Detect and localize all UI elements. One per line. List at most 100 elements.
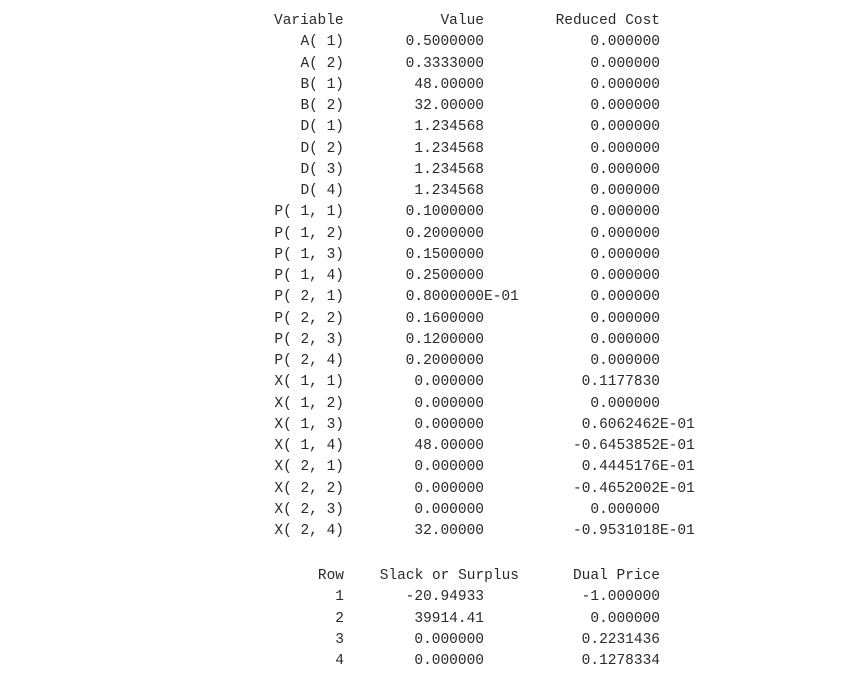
variable-value: 0.000000 <box>414 480 484 497</box>
table-row: X( 2, 4) 32.00000 -0.9531018E-01 <box>0 521 850 542</box>
table-row: 3 0.000000 0.2231436 <box>0 630 850 651</box>
variable-value: 0.1600000 <box>405 310 484 327</box>
table-row: A( 1) 0.5000000 0.000000 <box>0 32 850 53</box>
table-row: D( 1) 1.234568 0.000000 <box>0 117 850 138</box>
variable-name: A( 2) <box>300 55 344 72</box>
variable-name: P( 1, 2) <box>274 225 344 242</box>
variable-name: B( 2) <box>300 98 344 115</box>
variable-value: 0.1500000 <box>405 246 484 263</box>
reduced-cost: 0.000000 <box>590 119 660 136</box>
variable-value: 0.8000000E-01 <box>405 289 519 306</box>
reduced-cost: 0.6062462E-01 <box>581 416 695 433</box>
table-row: P( 1, 2) 0.2000000 0.000000 <box>0 224 850 245</box>
variable-name: X( 1, 1) <box>274 374 344 391</box>
table-row: X( 2, 3) 0.000000 0.000000 <box>0 500 850 521</box>
slack-value: 39914.41 <box>414 610 484 627</box>
variable-header: Variable <box>274 13 344 29</box>
variable-value: 0.1200000 <box>405 331 484 348</box>
reduced-cost: 0.000000 <box>590 55 660 72</box>
reduced-cost: 0.000000 <box>590 331 660 348</box>
variable-name: D( 4) <box>300 183 344 200</box>
slack-value: -20.94933 <box>405 589 484 606</box>
row-header: Row <box>317 568 344 584</box>
reduced-cost: 0.000000 <box>590 395 660 412</box>
table-row: X( 1, 1) 0.000000 0.1177830 <box>0 372 850 393</box>
reduced-cost: -0.9531018E-01 <box>573 523 695 540</box>
variable-name: P( 2, 4) <box>274 353 344 370</box>
rows-header: Row Slack or Surplus Dual Price <box>0 566 850 587</box>
dual-price: -1.000000 <box>581 589 660 606</box>
table-row: B( 2) 32.00000 0.000000 <box>0 96 850 117</box>
variable-name: X( 1, 2) <box>274 395 344 412</box>
dual-price: 0.2231436 <box>581 631 660 648</box>
reduced-cost: 0.000000 <box>590 34 660 51</box>
slack-value: 0.000000 <box>414 653 484 670</box>
table-row: 4 0.000000 0.1278334 <box>0 651 850 672</box>
variable-name: P( 1, 4) <box>274 268 344 285</box>
variable-value: 1.234568 <box>414 183 484 200</box>
table-row: 1 -20.94933 -1.000000 <box>0 587 850 608</box>
reduced-cost: 0.000000 <box>590 161 660 178</box>
table-row: P( 1, 1) 0.1000000 0.000000 <box>0 202 850 223</box>
variable-name: P( 2, 3) <box>274 331 344 348</box>
reduced-cost: 0.000000 <box>590 204 660 221</box>
variable-value: 0.2000000 <box>405 225 484 242</box>
table-row: P( 2, 4) 0.2000000 0.000000 <box>0 351 850 372</box>
reduced-cost: 0.4445176E-01 <box>581 459 695 476</box>
dual-price: 0.000000 <box>590 610 660 627</box>
reduced-cost: -0.4652002E-01 <box>573 480 695 497</box>
variable-name: X( 1, 4) <box>274 438 344 455</box>
reduced-cost: 0.000000 <box>590 225 660 242</box>
variable-value: 0.2500000 <box>405 268 484 285</box>
variable-name: D( 3) <box>300 161 344 178</box>
table-row: X( 1, 2) 0.000000 0.000000 <box>0 394 850 415</box>
variable-value: 32.00000 <box>414 98 484 115</box>
variable-value: 1.234568 <box>414 140 484 157</box>
value-header: Value <box>440 13 484 29</box>
reduced-cost: -0.6453852E-01 <box>573 438 695 455</box>
variable-name: P( 2, 2) <box>274 310 344 327</box>
reduced-cost: 0.000000 <box>590 289 660 306</box>
table-row: X( 2, 2) 0.000000 -0.4652002E-01 <box>0 479 850 500</box>
row-number: 1 <box>335 589 344 606</box>
table-row: X( 2, 1) 0.000000 0.4445176E-01 <box>0 457 850 478</box>
table-row: P( 2, 3) 0.1200000 0.000000 <box>0 330 850 351</box>
table-row: B( 1) 48.00000 0.000000 <box>0 75 850 96</box>
reduced-cost: 0.000000 <box>590 76 660 93</box>
variable-value: 48.00000 <box>414 76 484 93</box>
variable-name: P( 1, 3) <box>274 246 344 263</box>
row-number: 3 <box>335 631 344 648</box>
slack-header: Slack or Surplus <box>379 568 519 584</box>
reduced-cost: 0.000000 <box>590 183 660 200</box>
variable-value: 0.000000 <box>414 374 484 391</box>
variable-name: P( 2, 1) <box>274 289 344 306</box>
variable-name: D( 2) <box>300 140 344 157</box>
table-row: X( 1, 3) 0.000000 0.6062462E-01 <box>0 415 850 436</box>
reduced-cost: 0.000000 <box>590 501 660 518</box>
variable-name: X( 2, 1) <box>274 459 344 476</box>
variable-value: 0.1000000 <box>405 204 484 221</box>
table-row: D( 3) 1.234568 0.000000 <box>0 160 850 181</box>
row-number: 2 <box>335 610 344 627</box>
variable-name: B( 1) <box>300 76 344 93</box>
variable-value: 1.234568 <box>414 161 484 178</box>
variable-name: X( 2, 4) <box>274 523 344 540</box>
variable-name: P( 1, 1) <box>274 204 344 221</box>
table-row: D( 2) 1.234568 0.000000 <box>0 139 850 160</box>
variable-value: 0.000000 <box>414 459 484 476</box>
variable-name: D( 1) <box>300 119 344 136</box>
table-row: P( 2, 2) 0.1600000 0.000000 <box>0 309 850 330</box>
variable-name: X( 1, 3) <box>274 416 344 433</box>
variable-value: 0.000000 <box>414 501 484 518</box>
variable-name: A( 1) <box>300 34 344 51</box>
variable-value: 0.2000000 <box>405 353 484 370</box>
variable-name: X( 2, 2) <box>274 480 344 497</box>
variable-value: 1.234568 <box>414 119 484 136</box>
table-row: P( 1, 3) 0.1500000 0.000000 <box>0 245 850 266</box>
reduced-cost: 0.000000 <box>590 268 660 285</box>
table-row: D( 4) 1.234568 0.000000 <box>0 181 850 202</box>
row-number: 4 <box>335 653 344 670</box>
table-row: 2 39914.41 0.000000 <box>0 609 850 630</box>
reduced-cost: 0.000000 <box>590 98 660 115</box>
variable-value: 0.3333000 <box>405 55 484 72</box>
